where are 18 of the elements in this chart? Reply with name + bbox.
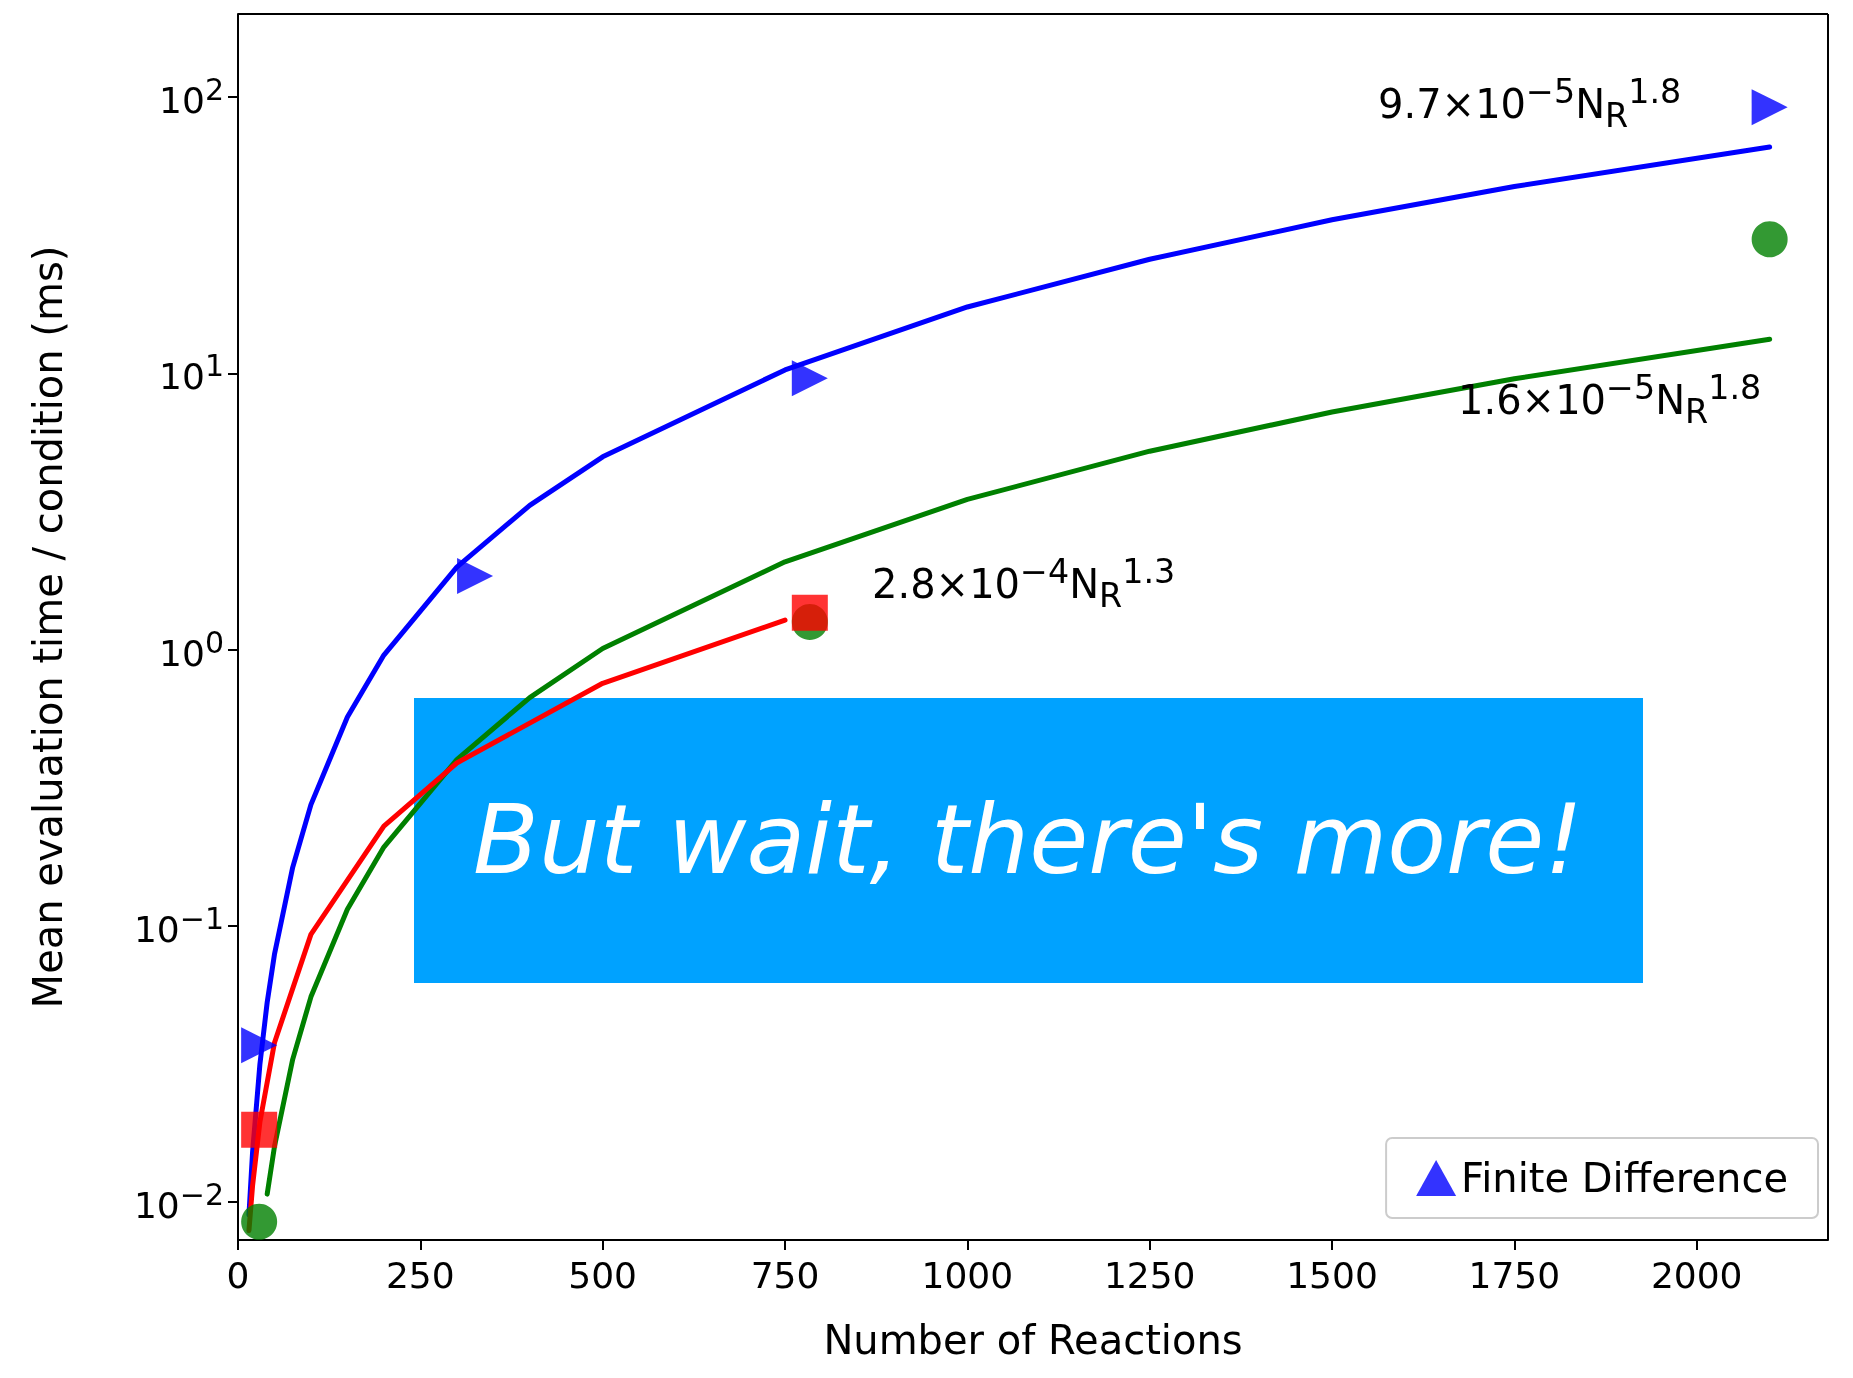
x-tick-label: 1750 [1468,1254,1561,1298]
legend-label: Finite Difference [1461,1155,1789,1201]
y-tick-label: 10$^{1}$ [159,348,224,399]
annotation: But wait, there's more! [473,784,1583,896]
x-tick-label: 1250 [1103,1254,1196,1298]
x-tick-label: 1000 [921,1254,1014,1298]
y-tick-label: 10$^{2}$ [159,72,224,123]
x-tick-label: 2000 [1650,1254,1743,1298]
x-tick-label: 750 [750,1254,820,1298]
x-axis-title: Number of Reactions [823,1317,1243,1363]
x-tick-label: 1500 [1286,1254,1378,1298]
x-tick-label: 0 [226,1254,250,1298]
y-axis-title: Mean evaluation time / condition (ms) [25,245,71,1009]
x-tick-label: 500 [568,1254,638,1298]
y-tick-label: 10$^{−1}$ [133,900,224,952]
y-tick-label: 10$^{0}$ [159,624,224,675]
y-tick-label: 10$^{−2}$ [133,1177,224,1228]
x-tick-label: 250 [385,1254,455,1298]
